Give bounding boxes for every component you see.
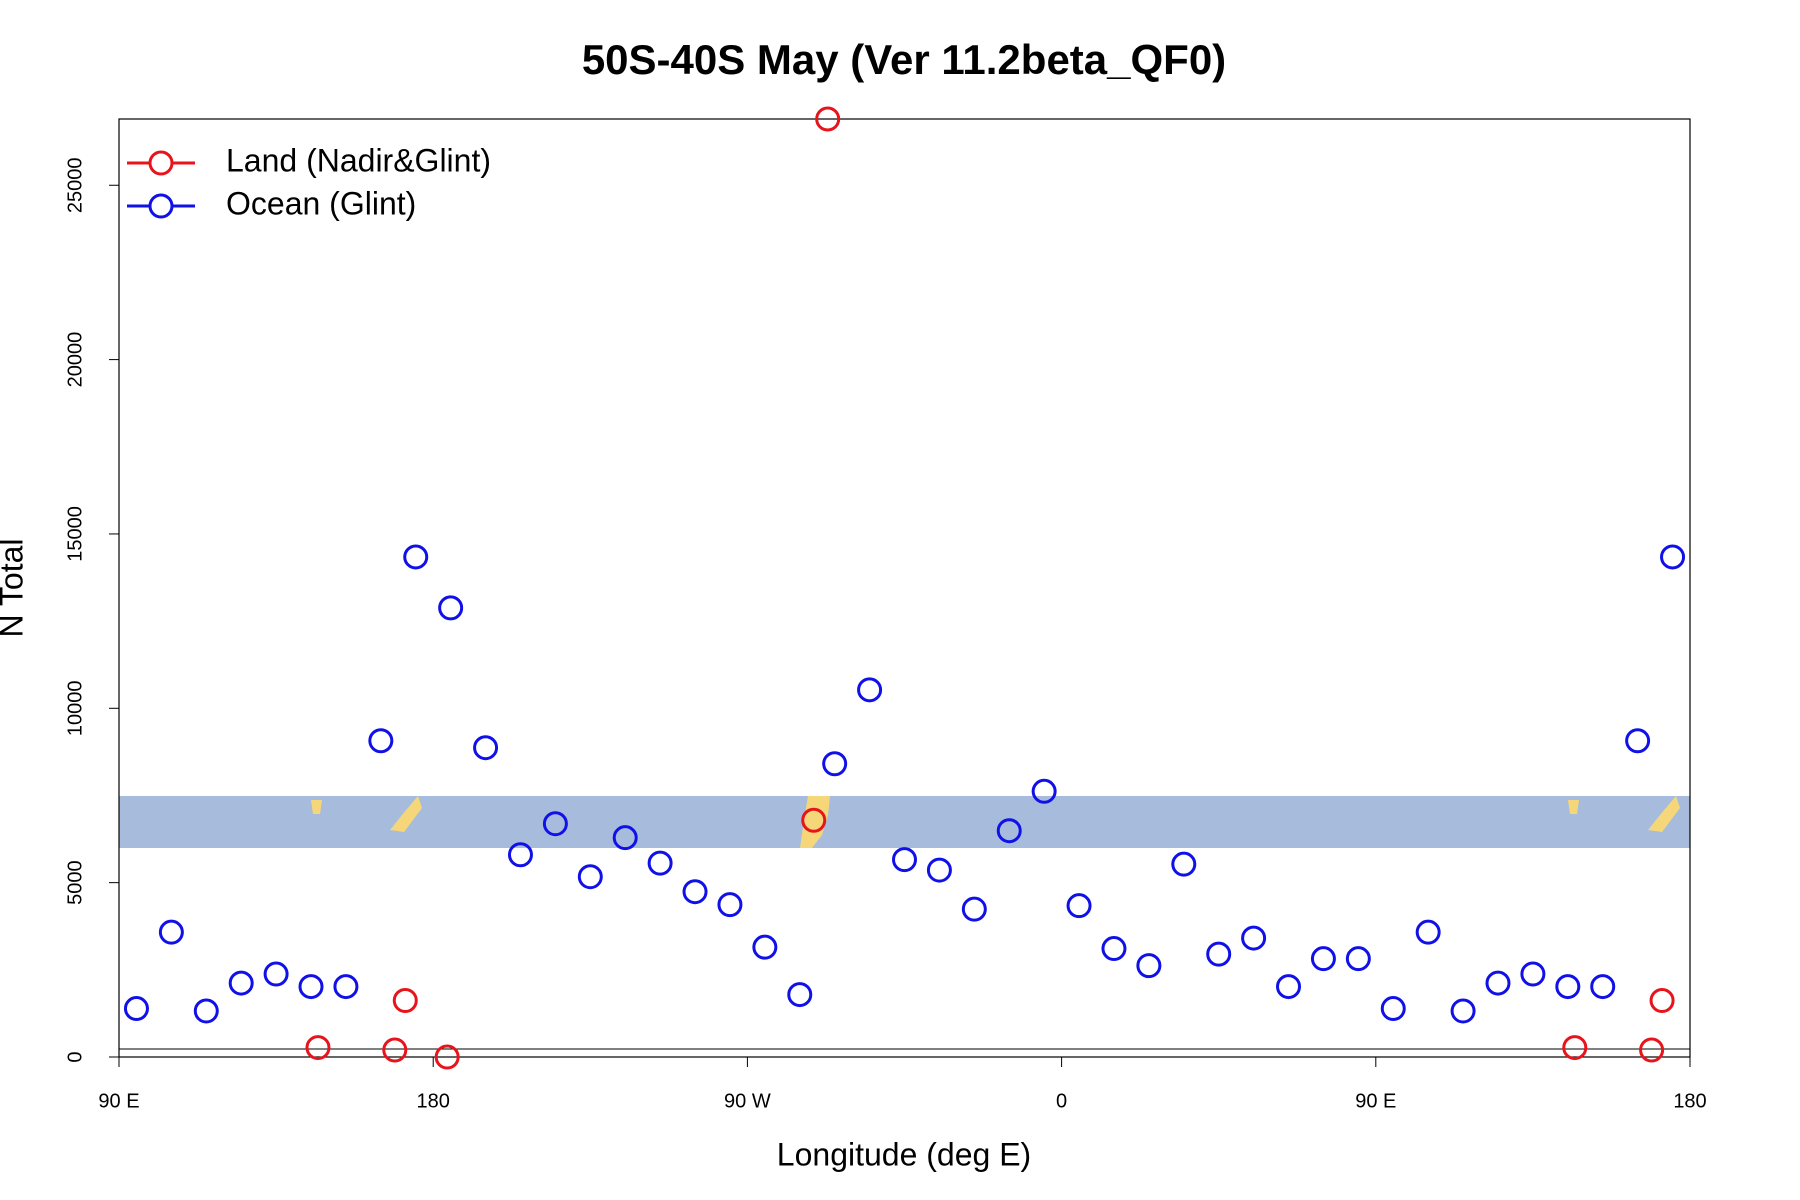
data-point xyxy=(926,857,952,883)
data-point xyxy=(158,919,184,945)
data-point xyxy=(801,807,827,833)
data-point xyxy=(333,974,359,1000)
data-point xyxy=(857,677,883,703)
y-tick-label: 10000 xyxy=(64,680,86,736)
legend-label: Land (Nadir&Glint) xyxy=(226,142,491,178)
x-tick-label: 90 E xyxy=(1355,1090,1396,1112)
data-point xyxy=(1066,893,1092,919)
data-point xyxy=(1562,1035,1588,1061)
data-point xyxy=(228,970,254,996)
x-tick-label: 90 W xyxy=(724,1090,771,1112)
y-tick-label: 20000 xyxy=(64,332,86,388)
data-point xyxy=(193,998,219,1024)
data-point xyxy=(1241,925,1267,951)
land-shape xyxy=(1648,796,1680,832)
x-tick-label: 90 E xyxy=(98,1090,139,1112)
data-point xyxy=(1520,961,1546,987)
data-point xyxy=(1206,941,1232,967)
legend-marker xyxy=(148,150,174,176)
data-point xyxy=(1345,946,1371,972)
data-point xyxy=(382,1037,408,1063)
y-tick-label: 25000 xyxy=(64,157,86,213)
data-point xyxy=(815,106,841,132)
data-point xyxy=(1276,974,1302,1000)
land-shape xyxy=(311,800,322,814)
x-tick-label: 0 xyxy=(1056,1090,1067,1112)
data-point xyxy=(507,842,533,868)
x-axis-title: Longitude (deg E) xyxy=(777,1136,1031,1172)
x-tick-label: 180 xyxy=(1673,1090,1706,1112)
y-tick-label: 0 xyxy=(64,1051,86,1062)
data-point xyxy=(961,896,987,922)
data-point xyxy=(438,595,464,621)
data-point xyxy=(752,934,778,960)
data-point xyxy=(1415,919,1441,945)
legend-marker xyxy=(148,193,174,219)
data-point xyxy=(787,982,813,1008)
data-point xyxy=(892,847,917,873)
y-tick-label: 5000 xyxy=(64,860,86,905)
legend-label: Ocean (Glint) xyxy=(226,185,416,221)
data-point xyxy=(996,818,1022,844)
data-point xyxy=(298,974,324,1000)
data-point xyxy=(577,864,603,890)
land-shape xyxy=(390,796,422,832)
data-point xyxy=(305,1035,331,1061)
data-point xyxy=(392,988,418,1014)
data-point xyxy=(1639,1037,1665,1063)
data-point xyxy=(1485,970,1511,996)
map-strip xyxy=(119,796,1690,848)
data-point xyxy=(123,996,149,1022)
plot-frame xyxy=(118,118,1691,1058)
land-shape xyxy=(800,796,830,848)
data-point xyxy=(263,961,289,987)
data-point xyxy=(1380,996,1406,1022)
x-tick-label: 180 xyxy=(417,1090,450,1112)
data-point xyxy=(1101,936,1127,962)
data-point xyxy=(403,544,429,570)
y-axis-title: N Total xyxy=(0,538,29,637)
data-point xyxy=(1660,544,1686,570)
data-point xyxy=(1031,778,1057,804)
data-point xyxy=(1625,728,1651,754)
data-point xyxy=(1136,953,1162,979)
data-point xyxy=(1310,946,1336,972)
data-point xyxy=(822,751,848,777)
data-point xyxy=(647,850,673,876)
data-point xyxy=(434,1044,460,1070)
data-point xyxy=(1555,974,1581,1000)
data-point xyxy=(473,735,499,761)
chart-title: 50S-40S May (Ver 11.2beta_QF0) xyxy=(582,36,1226,83)
data-point xyxy=(542,811,568,837)
data-point xyxy=(1171,851,1197,877)
data-point xyxy=(682,879,708,905)
data-point xyxy=(1590,974,1616,1000)
data-point xyxy=(1450,998,1476,1024)
y-tick-label: 15000 xyxy=(64,506,86,562)
data-point xyxy=(612,825,638,851)
data-point xyxy=(1649,988,1675,1014)
data-point xyxy=(717,892,743,918)
land-shape xyxy=(1568,800,1579,814)
data-point xyxy=(368,728,394,754)
